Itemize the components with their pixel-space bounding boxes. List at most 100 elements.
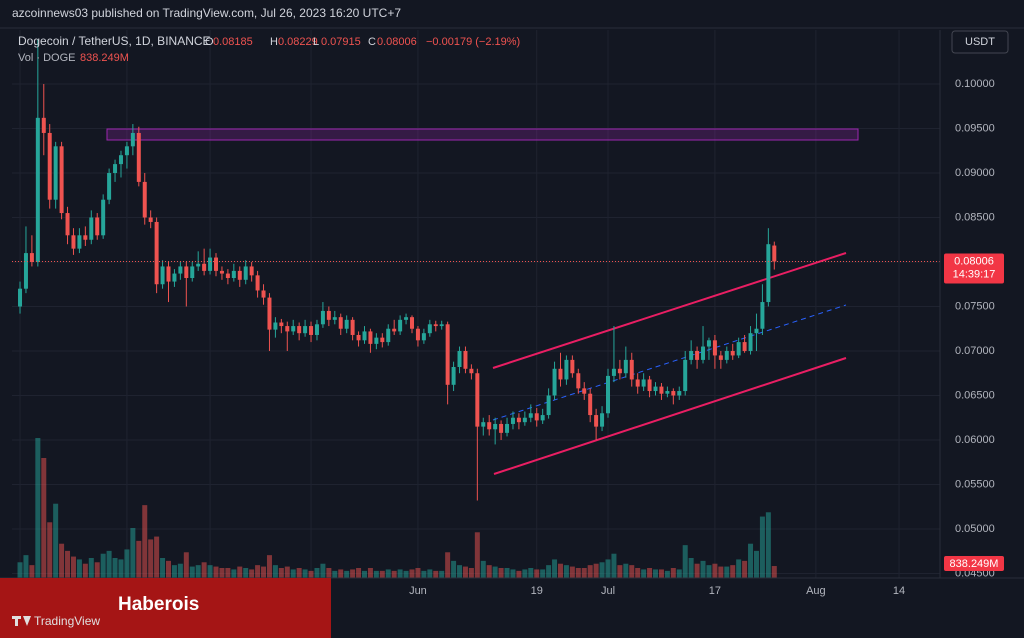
volume-bar — [534, 569, 540, 578]
volume-bar — [130, 528, 136, 578]
candle-body — [576, 373, 581, 389]
candle-body — [344, 319, 349, 329]
candle-body — [214, 257, 219, 271]
volume-bar — [403, 570, 409, 578]
candle-body — [178, 266, 183, 274]
volume-bar — [581, 568, 587, 578]
candle-body — [570, 359, 575, 374]
ohlc-value: 0.08006 — [377, 36, 417, 48]
candle-body — [588, 393, 593, 416]
volume-bar — [59, 543, 65, 578]
candle-body — [71, 235, 76, 249]
candle-body — [433, 324, 438, 327]
volume-bar — [326, 568, 332, 578]
candle-body — [410, 317, 415, 329]
volume-bar — [23, 555, 29, 578]
candle-body — [196, 263, 201, 267]
volume-tag-label: 838.249M — [950, 558, 999, 570]
candle-body — [219, 270, 224, 274]
volume-bar — [468, 568, 474, 578]
volume-bar — [682, 545, 688, 578]
change: −0.00179 (−2.19%) — [426, 36, 520, 48]
candle-body — [487, 422, 492, 430]
watermark-logo: TradingView — [34, 614, 100, 628]
volume-bar — [142, 505, 148, 578]
volume-bar — [261, 566, 267, 578]
volume-bar — [605, 559, 611, 578]
volume-bar — [320, 563, 326, 578]
candle-body — [303, 326, 308, 334]
volume-bar — [183, 552, 189, 578]
currency-label[interactable]: USDT — [965, 36, 995, 48]
y-tick-label: 0.06000 — [955, 434, 995, 446]
volume-bar — [724, 566, 730, 578]
candle-body — [605, 375, 610, 414]
candle-body — [166, 266, 171, 282]
volume-bar — [629, 565, 635, 578]
candle-body — [582, 388, 587, 394]
candle-body — [118, 155, 123, 165]
ohlc-key: C — [368, 36, 376, 48]
volume-bar — [658, 569, 664, 578]
ohlc-key: H — [270, 36, 278, 48]
candle-body — [522, 417, 527, 423]
candle-body — [113, 164, 118, 174]
y-tick-label: 0.05000 — [955, 523, 995, 535]
volume-bar — [237, 566, 243, 578]
candle-body — [724, 350, 729, 360]
candle-body — [427, 324, 432, 334]
volume-bar — [439, 570, 445, 578]
candle-body — [754, 328, 759, 334]
candle-body — [136, 132, 141, 182]
ohlc-value: 0.08229 — [278, 36, 318, 48]
candle-body — [695, 350, 700, 360]
volume-bar — [219, 568, 225, 578]
watermark-banner — [0, 578, 331, 638]
candle-body — [59, 146, 64, 214]
volume-bar — [587, 565, 593, 578]
volume-bar — [557, 563, 563, 578]
candle-body — [18, 288, 23, 307]
volume-bar — [730, 565, 736, 578]
volume-bar — [53, 503, 59, 578]
candle-body — [463, 350, 468, 369]
volume-bar — [94, 562, 100, 578]
candle-body — [600, 413, 605, 427]
candle-body — [528, 413, 533, 418]
volume-bar — [314, 568, 320, 578]
candle-body — [772, 245, 777, 262]
candle-body — [231, 270, 236, 279]
currency-button[interactable] — [951, 30, 1009, 54]
candle-body — [475, 373, 480, 427]
volume-bars — [17, 438, 777, 578]
candle-body — [499, 423, 504, 433]
candle-body — [706, 340, 711, 347]
candle-body — [718, 355, 723, 360]
volume-bar — [664, 570, 670, 578]
volume-bar — [266, 555, 272, 578]
candle-body — [107, 173, 112, 200]
volume-bar — [367, 568, 373, 578]
volume-bar — [82, 563, 88, 578]
volume-bar — [373, 570, 379, 578]
volume-tag — [944, 556, 1004, 571]
candle-body — [160, 266, 165, 285]
volume-bar — [379, 570, 385, 578]
volume-title: Vol · DOGE — [18, 52, 75, 64]
candle-body — [647, 379, 652, 392]
volume-bar — [445, 552, 451, 578]
volume-bar — [249, 569, 255, 578]
volume-bar — [753, 550, 759, 578]
volume-bar — [231, 569, 237, 578]
candle-body — [671, 391, 676, 396]
volume-bar — [136, 540, 142, 578]
x-tick-label: 17 — [709, 585, 721, 597]
volume-bar — [474, 532, 480, 578]
volume-bar — [647, 568, 653, 578]
candle-body — [202, 263, 207, 271]
candle-body — [95, 217, 100, 236]
volume-bar — [433, 570, 439, 578]
volume-bar — [76, 559, 82, 578]
